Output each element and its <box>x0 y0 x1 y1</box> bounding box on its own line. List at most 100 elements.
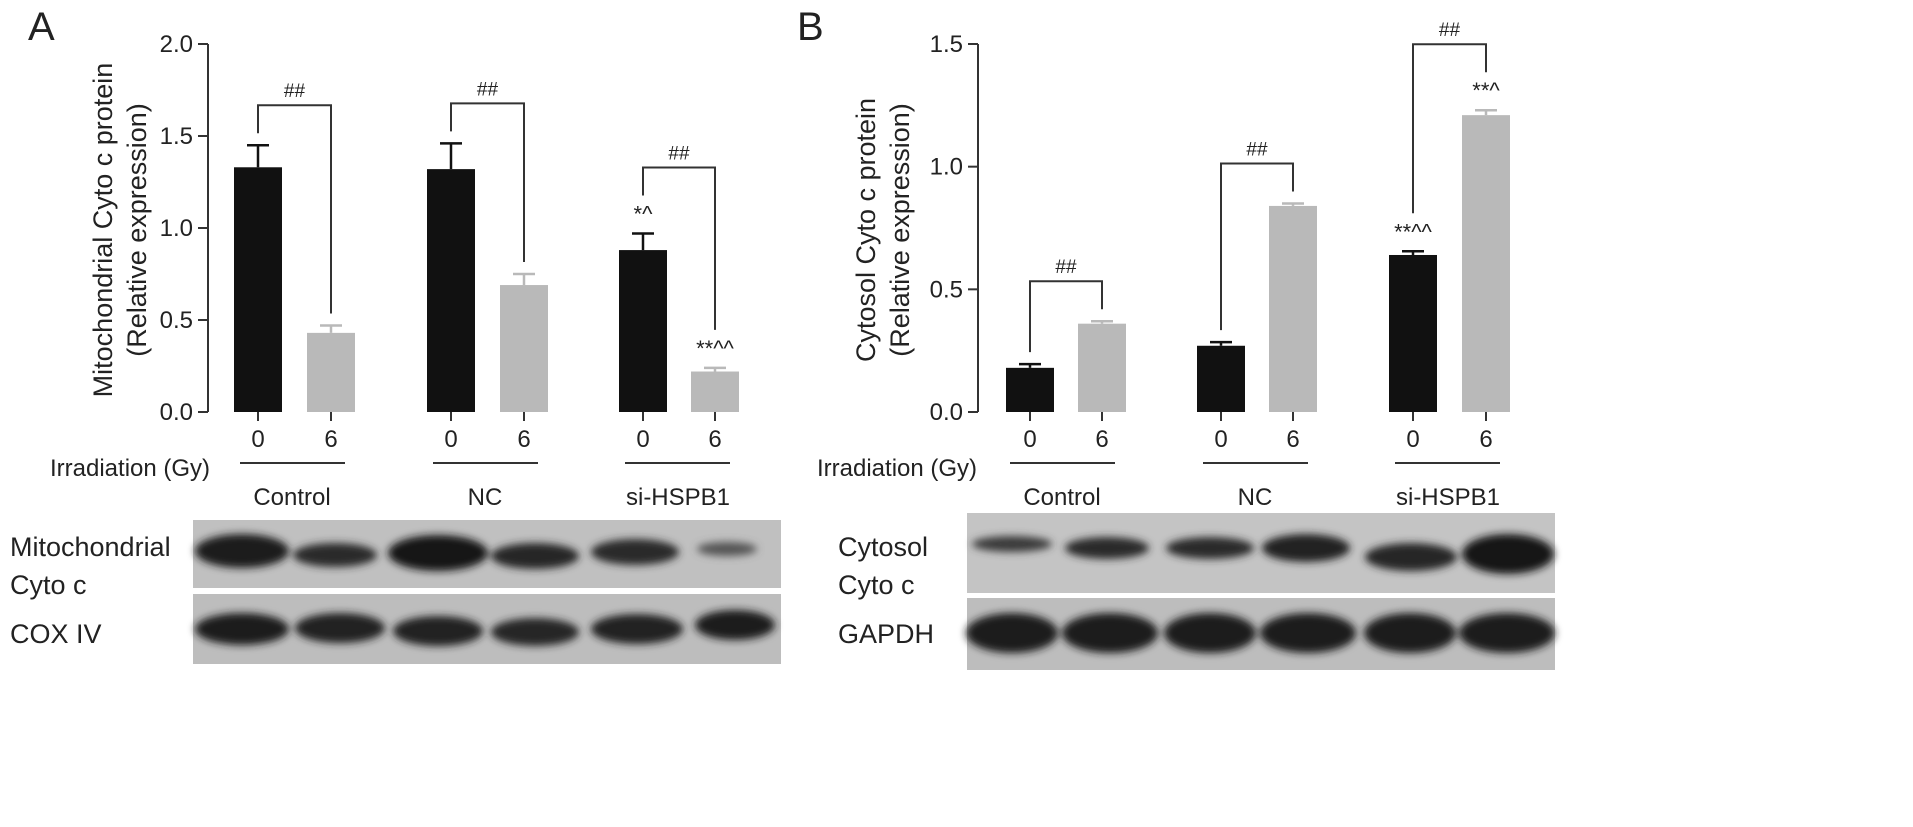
bar <box>1269 205 1317 412</box>
blot-band <box>388 535 488 571</box>
blot-b-row1-label-line1: Cytosol <box>838 532 928 562</box>
group-label-si-hspb1: si-HSPB1 <box>1396 484 1500 511</box>
comparison-bracket <box>642 166 716 330</box>
blot-band <box>972 536 1052 552</box>
comparison-label: ## <box>1246 139 1268 160</box>
panel-b-group-labels: Control NC si-HSPB1 <box>1010 462 1500 511</box>
blot-a-row1-label-line1: Mitochondrial <box>10 532 171 562</box>
blot-band <box>195 613 289 645</box>
panel-a-ylabel-line2: (Relative expression) <box>122 103 152 357</box>
x-tick-label: 6 <box>1286 426 1299 453</box>
blot-band <box>1166 537 1254 559</box>
x-tick-label: 6 <box>708 426 721 453</box>
panel-b-ylabel-line2: (Relative expression) <box>885 103 915 357</box>
y-tick-label: 1.0 <box>160 215 193 242</box>
x-tick-label: 0 <box>1023 426 1036 453</box>
blot-b-bands <box>966 534 1555 653</box>
y-tick-label: 0.5 <box>930 276 963 303</box>
blot-band <box>393 616 483 646</box>
group-label-nc: NC <box>1238 484 1273 511</box>
comparison-label: ## <box>1055 257 1077 278</box>
blot-band <box>1365 543 1457 571</box>
group-label-nc: NC <box>468 484 503 511</box>
blot-b-row1-membrane <box>967 513 1555 593</box>
x-tick-label: 0 <box>1406 426 1419 453</box>
bar <box>691 371 739 412</box>
blot-band <box>1260 613 1356 653</box>
blot-band <box>195 534 289 568</box>
panel-letter-a: A <box>28 5 55 49</box>
panel-b: B Cytosol Cyto c protein (Relative expre… <box>797 5 1510 511</box>
bar <box>500 285 548 412</box>
bar <box>1197 345 1245 412</box>
panel-a-irradiation-label: Irradiation (Gy) <box>50 455 210 482</box>
comparison-bracket <box>450 102 525 262</box>
y-tick-label: 0.5 <box>160 307 193 334</box>
comparison-label: ## <box>477 79 499 100</box>
blot-band <box>1262 534 1350 562</box>
blot-band <box>966 613 1058 653</box>
x-tick-label: 0 <box>636 426 649 453</box>
blot-band <box>1459 613 1555 653</box>
panel-b-ylabel-line1: Cytosol Cyto c protein <box>851 98 881 362</box>
significance-label: *^ <box>634 202 654 227</box>
blot-band <box>591 614 683 644</box>
bar <box>619 250 667 412</box>
y-tick-label: 0.0 <box>930 399 963 426</box>
panel-a-ylabel-line1: Mitochondrial Cyto c protein <box>88 63 118 398</box>
x-tick-label: 6 <box>1479 426 1492 453</box>
bar <box>427 169 475 412</box>
blot-band <box>591 539 679 565</box>
blot-band <box>293 543 377 567</box>
blot-a-row1-label-line2: Cyto c <box>10 570 87 600</box>
comparison-bracket <box>1412 43 1487 214</box>
bar <box>1462 115 1510 412</box>
group-label-control: Control <box>253 484 330 511</box>
y-tick-label: 0.0 <box>160 399 193 426</box>
blot-band <box>695 610 775 640</box>
blot-band <box>1364 613 1456 653</box>
blot-band <box>1062 613 1158 653</box>
comparison-label: ## <box>1439 20 1461 41</box>
bar <box>1389 254 1437 412</box>
panel-a-ylabel: Mitochondrial Cyto c protein (Relative e… <box>88 63 152 398</box>
bar <box>1078 323 1126 412</box>
panel-a-group-labels: Control NC si-HSPB1 <box>240 462 730 511</box>
significance-label: **^ <box>1472 78 1500 103</box>
bar <box>307 332 355 412</box>
y-tick-label: 2.0 <box>160 31 193 58</box>
panel-b-ylabel: Cytosol Cyto c protein (Relative express… <box>851 98 915 362</box>
x-tick-label: 6 <box>324 426 337 453</box>
y-tick-label: 1.0 <box>930 154 963 181</box>
comparison-bracket <box>1220 162 1294 331</box>
blot-band <box>491 618 579 646</box>
x-tick-label: 0 <box>251 426 264 453</box>
group-label-control: Control <box>1023 484 1100 511</box>
panel-b-irradiation-label: Irradiation (Gy) <box>817 455 977 482</box>
panel-a-plot: 0.0 0.5 1.0 1.5 2.0 0 6 0 6 0 *^ 6 **^^ ## ## ## <box>160 31 739 453</box>
significance-label: **^^ <box>1394 219 1432 244</box>
blot-band <box>295 613 385 643</box>
x-tick-label: 6 <box>517 426 530 453</box>
significance-label: **^^ <box>696 336 734 361</box>
comparison-bracket <box>1029 280 1103 353</box>
blot-b-row1-label-line2: Cyto c <box>838 570 915 600</box>
bar <box>1006 367 1054 412</box>
blot-a-bands <box>195 534 775 646</box>
blot-band <box>697 542 757 556</box>
group-label-si-hspb1: si-HSPB1 <box>626 484 730 511</box>
comparison-label: ## <box>668 144 690 165</box>
bar <box>234 167 282 412</box>
x-tick-label: 0 <box>444 426 457 453</box>
blot-b-row2-label: GAPDH <box>838 619 934 649</box>
x-tick-label: 6 <box>1095 426 1108 453</box>
western-blot-a: Mitochondrial Cyto c COX IV <box>10 520 781 664</box>
comparison-label: ## <box>284 81 306 102</box>
blot-band <box>1065 537 1149 559</box>
blot-a-row2-label: COX IV <box>10 619 102 649</box>
blot-band <box>1164 613 1256 653</box>
y-tick-label: 1.5 <box>930 31 963 58</box>
comparison-bracket <box>257 104 332 314</box>
y-tick-label: 1.5 <box>160 123 193 150</box>
